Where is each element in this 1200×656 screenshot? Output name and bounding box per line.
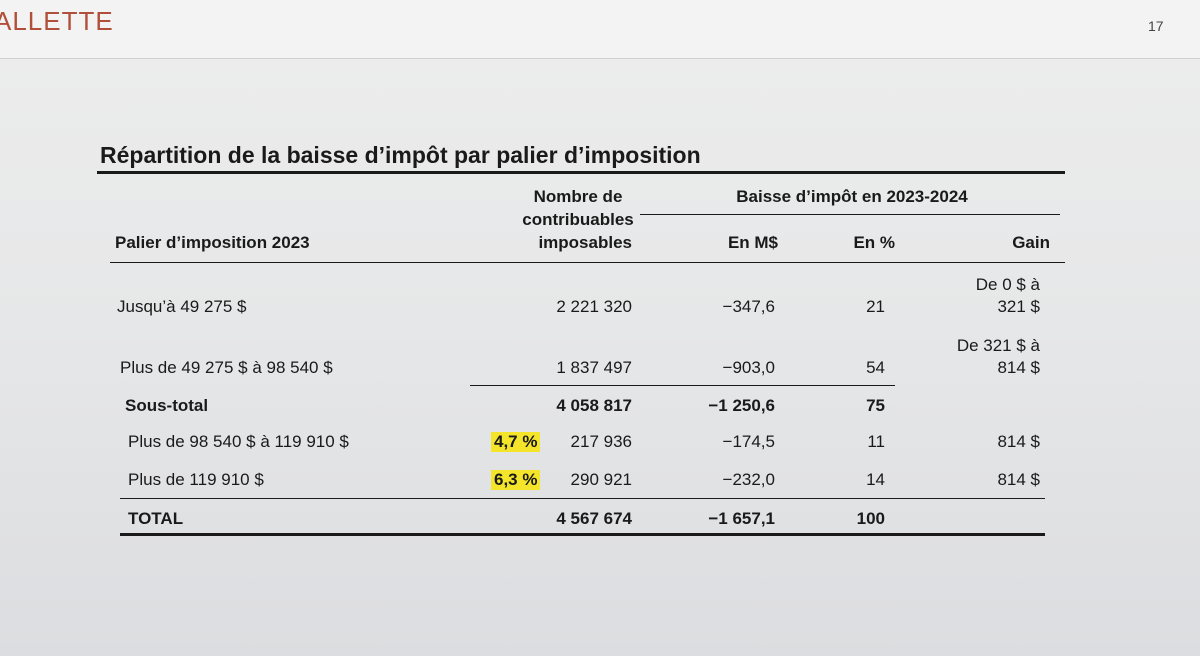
row-label: Plus de 119 910 $ xyxy=(128,470,264,489)
gain-cell: 814 $ xyxy=(997,432,1040,451)
taxpayers-cell: 4 567 674 xyxy=(556,509,632,528)
percent-cell: 100 xyxy=(856,509,885,528)
column-header: Nombre de xyxy=(533,187,623,206)
amount-cell: −903,0 xyxy=(722,358,775,377)
row-label: TOTAL xyxy=(128,509,184,528)
top-bar xyxy=(0,0,1200,59)
taxpayers-cell: 217 936 xyxy=(570,432,632,451)
column-header: contribuables xyxy=(522,210,634,229)
highlight-note: 4,7 % xyxy=(491,432,541,452)
percent-cell: 75 xyxy=(866,396,885,415)
table-title: Répartition de la baisse d’impôt par pal… xyxy=(100,142,701,168)
percent-cell: 14 xyxy=(866,470,885,489)
column-group-header: Baisse d’impôt en 2023-2024 xyxy=(736,187,968,206)
taxpayers-cell: 290 921 xyxy=(570,470,632,489)
percent-cell: 21 xyxy=(866,297,885,316)
amount-cell: −1 250,6 xyxy=(708,396,775,415)
amount-cell: −174,5 xyxy=(722,432,775,451)
gain-cell: 321 $ xyxy=(997,297,1040,316)
column-header: En M$ xyxy=(727,233,778,252)
highlight-note: 6,3 % xyxy=(491,470,541,490)
row-label: Sous-total xyxy=(125,396,209,415)
subtotal-rule xyxy=(470,385,895,386)
bottom-rule xyxy=(120,533,1045,536)
amount-cell: −1 657,1 xyxy=(708,509,775,528)
column-header: Palier d’imposition 2023 xyxy=(115,233,310,252)
logo: ALLETTE xyxy=(0,6,114,36)
group-rule xyxy=(640,214,1060,215)
taxpayers-cell: 2 221 320 xyxy=(556,297,632,316)
column-header: En % xyxy=(853,233,895,252)
gain-cell: De 0 $ à xyxy=(975,275,1040,294)
taxpayers-cell: 4 058 817 xyxy=(556,396,632,415)
header-rule xyxy=(110,262,1065,263)
taxpayers-cell: 1 837 497 xyxy=(556,358,632,377)
gain-cell: 814 $ xyxy=(997,470,1040,489)
percent-cell: 11 xyxy=(867,432,885,451)
gain-cell: 814 $ xyxy=(997,358,1040,377)
amount-cell: −347,6 xyxy=(722,297,775,316)
total-rule xyxy=(120,498,1045,499)
row-label: Plus de 98 540 $ à 119 910 $ xyxy=(128,432,349,451)
row-label: Plus de 49 275 $ à 98 540 $ xyxy=(120,358,333,377)
column-header: imposables xyxy=(538,233,632,252)
page-number: 17 xyxy=(1148,18,1164,34)
gain-cell: De 321 $ à xyxy=(956,336,1040,355)
title-rule xyxy=(97,171,1065,174)
percent-cell: 54 xyxy=(866,358,885,377)
column-header: Gain xyxy=(1012,233,1050,252)
row-label: Jusqu’à 49 275 $ xyxy=(117,297,247,316)
amount-cell: −232,0 xyxy=(722,470,775,489)
